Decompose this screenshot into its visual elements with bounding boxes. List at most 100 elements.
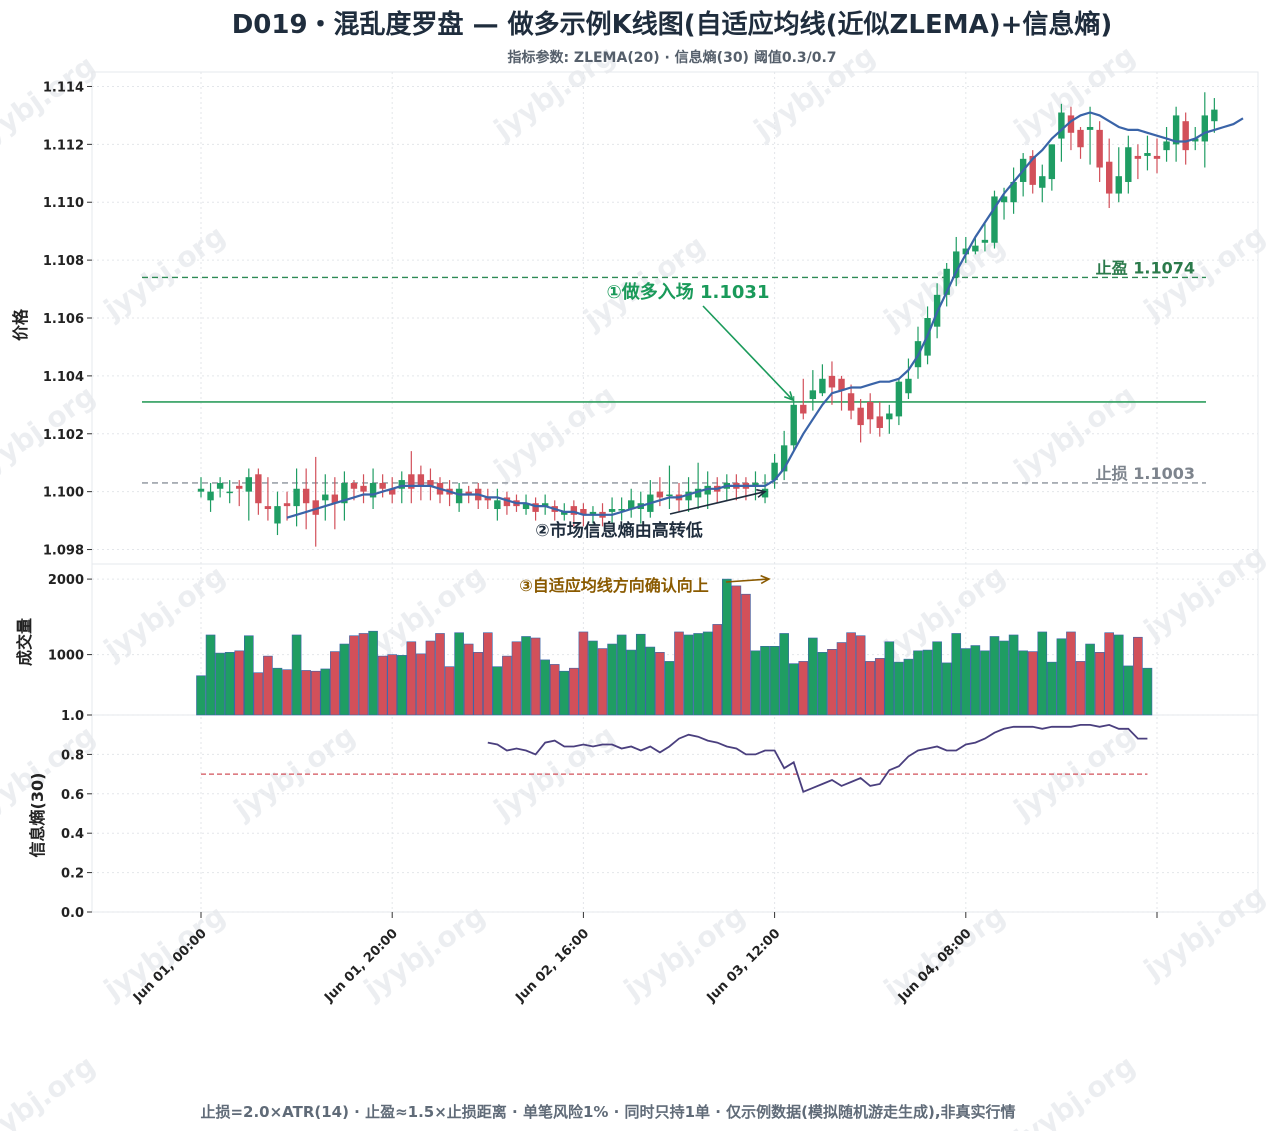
volume-bar — [215, 652, 225, 716]
volume-bar — [970, 645, 981, 716]
candle — [628, 488, 635, 518]
y-tick-label: 1000 — [48, 649, 84, 664]
volume-bar — [645, 646, 656, 716]
volume-bar — [989, 636, 1000, 716]
candle — [1172, 106, 1180, 162]
volume-bar — [750, 650, 761, 716]
candle — [704, 471, 711, 510]
candle-body — [427, 480, 434, 486]
candle — [905, 358, 912, 400]
candle — [819, 364, 826, 397]
volume-bar — [578, 631, 589, 716]
candle-body — [771, 462, 778, 481]
volume-bar — [310, 670, 321, 716]
candle — [876, 401, 883, 437]
y-tick-label: 1.100 — [43, 486, 84, 501]
candle — [981, 222, 989, 252]
candle-body — [1106, 161, 1113, 194]
ma-annotation-arrow — [725, 578, 770, 583]
candle — [312, 456, 319, 547]
candle-body — [1163, 141, 1170, 151]
volume-bar — [588, 640, 598, 716]
candle — [1067, 106, 1075, 151]
candle-body — [1125, 147, 1132, 182]
entropy-annotation-arrowhead — [756, 488, 767, 498]
candle-body — [379, 482, 386, 489]
volume-bar — [597, 648, 608, 716]
candle-body — [1077, 129, 1084, 148]
volume-bar — [549, 664, 560, 716]
candle-body — [1211, 109, 1218, 122]
candle-body — [484, 497, 491, 501]
candle-body — [838, 378, 845, 391]
candle — [1096, 121, 1103, 182]
candle-body — [369, 482, 377, 498]
entry-annotation-arrowhead — [784, 391, 794, 402]
candle-body — [207, 491, 214, 501]
candle — [408, 451, 415, 504]
volume-bar — [387, 654, 398, 716]
footer-note: 止损=2.0×ATR(14) · 止盈≈1.5×止损距离 · 单笔风险1% · … — [200, 1103, 1015, 1121]
volume-bar — [932, 641, 942, 716]
candle — [379, 474, 386, 498]
candle-body — [704, 485, 711, 495]
candle — [360, 474, 367, 504]
volume-bar — [655, 652, 665, 716]
volume-bar — [492, 666, 503, 716]
candle-body — [809, 390, 817, 400]
candle-body — [274, 506, 281, 524]
y-tick-label: 0.0 — [61, 906, 84, 921]
candle — [771, 454, 778, 489]
candle — [322, 474, 329, 521]
entropy-annotation: ②市场信息熵由高转低 — [535, 520, 702, 541]
candle-body — [1182, 121, 1189, 151]
volume-bar — [721, 578, 732, 716]
candle-body — [972, 245, 979, 252]
adaptive-ma-line — [286, 111, 1244, 519]
volume-bar — [416, 653, 426, 716]
volume-bar — [368, 630, 378, 716]
candle-body — [541, 503, 549, 507]
y-tick-label: 1.108 — [43, 254, 84, 269]
candle — [1125, 135, 1132, 194]
candle-body — [312, 500, 319, 515]
candle-body — [494, 500, 501, 510]
candle — [1048, 144, 1056, 191]
volume-bar — [1085, 643, 1095, 716]
volume-bar — [444, 666, 455, 716]
volume-bar — [559, 670, 570, 716]
volume-bar — [874, 658, 885, 716]
candle-body — [1039, 176, 1046, 188]
ma-annotation: ③自适应均线方向确认向上 — [519, 576, 709, 595]
volume-bar — [196, 675, 206, 716]
candle-body — [656, 491, 664, 498]
candle — [197, 477, 205, 498]
volume-bar — [855, 635, 866, 716]
volume-bar — [1104, 632, 1114, 716]
candle — [991, 190, 998, 249]
candle — [809, 370, 817, 411]
volume-bar — [224, 652, 235, 716]
candle — [503, 491, 511, 515]
candle — [207, 482, 214, 512]
entropy-line — [487, 723, 1148, 794]
volume-bar — [731, 585, 742, 716]
volume-axis-label: 成交量 — [15, 618, 34, 666]
volume-bar — [377, 655, 388, 716]
volume-bar — [425, 640, 436, 716]
candle-body — [589, 511, 597, 515]
candle — [245, 468, 252, 521]
candle-body — [465, 491, 472, 495]
candle-body — [618, 509, 625, 511]
y-tick-label: 1.098 — [43, 544, 84, 559]
candle — [780, 430, 788, 481]
candle-body — [800, 404, 807, 414]
y-tick-label: 1.110 — [43, 196, 84, 211]
candle — [847, 384, 855, 420]
volume-bar — [683, 634, 694, 716]
y-tick-label: 0.2 — [61, 867, 84, 882]
candle — [618, 497, 625, 521]
candle-body — [216, 482, 224, 489]
candle-body — [522, 503, 530, 510]
candle-body — [1000, 196, 1008, 203]
